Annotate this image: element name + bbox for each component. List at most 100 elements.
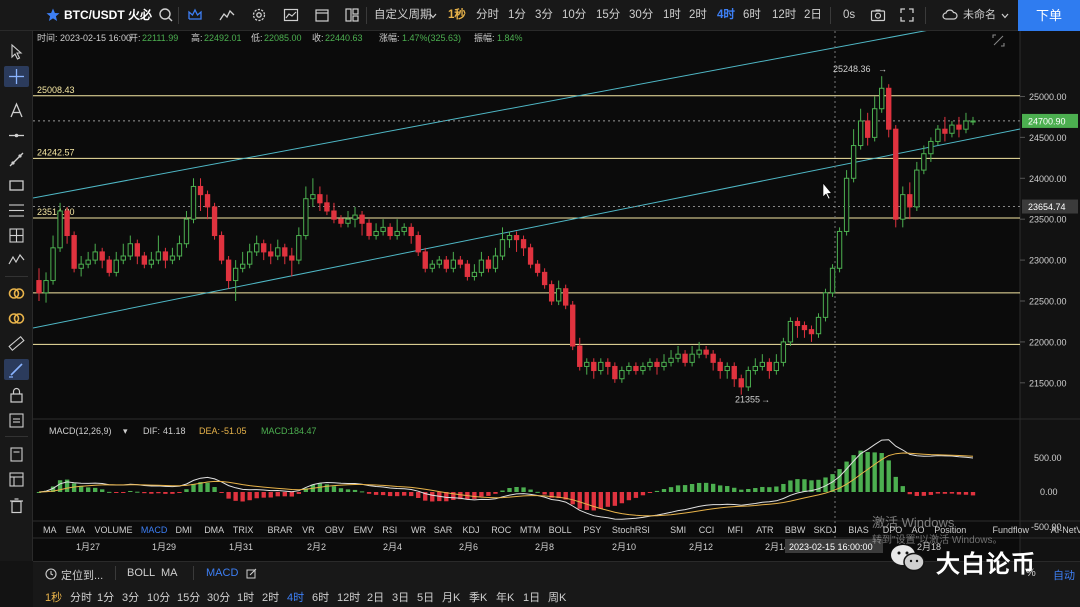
- period-tab[interactable]: 12时: [772, 9, 797, 21]
- indicator-tab[interactable]: MA: [43, 525, 57, 535]
- horizontal-line-icon[interactable]: [7, 126, 26, 145]
- cloud-icon[interactable]: [942, 7, 958, 23]
- clock-icon[interactable]: [45, 568, 57, 580]
- magnet-strong-icon[interactable]: [7, 309, 26, 328]
- wave-tool-icon[interactable]: [7, 251, 26, 270]
- indicator-tab[interactable]: OBV: [325, 525, 344, 535]
- period-tab[interactable]: 15分: [596, 9, 621, 21]
- main-indicator-ma[interactable]: MA: [161, 567, 178, 579]
- trash-icon[interactable]: [7, 496, 26, 515]
- indicator-tab[interactable]: WR: [411, 525, 426, 535]
- indicator-tab[interactable]: MACD: [141, 525, 168, 535]
- edit-icon[interactable]: [246, 568, 257, 579]
- indicator-tab[interactable]: DMA: [204, 525, 224, 535]
- period-tab[interactable]: 2时: [689, 9, 707, 21]
- template-icon[interactable]: [7, 470, 26, 489]
- search-icon[interactable]: [158, 7, 174, 23]
- indicator-tab[interactable]: CCI: [699, 525, 715, 535]
- channel-upper-line[interactable]: [33, 31, 1020, 199]
- indicator-tab[interactable]: ROC: [491, 525, 512, 535]
- magnet-icon[interactable]: [7, 284, 26, 303]
- main-indicator-boll[interactable]: BOLL: [127, 567, 156, 579]
- period-tab[interactable]: 3分: [535, 9, 553, 21]
- eye-hide-icon[interactable]: [7, 411, 26, 430]
- indicator-tab[interactable]: BOLL: [549, 525, 572, 535]
- indicator-tab[interactable]: MFI: [728, 525, 744, 535]
- indicator-tab[interactable]: BBW: [785, 525, 806, 535]
- chevron-down-icon[interactable]: [429, 12, 437, 20]
- calendar-icon[interactable]: [314, 7, 330, 23]
- indicator-tab[interactable]: BIAS: [848, 525, 869, 535]
- bottom-period-tab[interactable]: 30分: [207, 592, 231, 604]
- bottom-period-tab[interactable]: 3日: [392, 592, 410, 604]
- bottom-period-tab[interactable]: 分时: [70, 592, 92, 604]
- indicator-tab[interactable]: SAR: [434, 525, 453, 535]
- bottom-period-tab[interactable]: 5日: [417, 592, 435, 604]
- indicator-tab[interactable]: VOLUME: [95, 525, 133, 535]
- exchange-label[interactable]: 火必: [128, 8, 153, 22]
- crown-icon[interactable]: [187, 7, 203, 23]
- lock-icon[interactable]: [7, 386, 26, 405]
- custom-period-dropdown[interactable]: 自定义周期: [374, 9, 432, 21]
- period-tab[interactable]: 6时: [743, 9, 761, 21]
- chart-area[interactable]: 时间: 2023-02-15 16:00 开: 22111.99 高: 2249…: [33, 31, 1080, 561]
- pencil-icon[interactable]: [7, 360, 26, 379]
- chart-window-icon[interactable]: [283, 7, 299, 23]
- auto-scale-toggle[interactable]: 自动: [1053, 570, 1075, 582]
- untitled-layout[interactable]: 未命名: [963, 9, 996, 21]
- indicator-tab[interactable]: KDJ: [463, 525, 480, 535]
- indicator-tab[interactable]: AO: [912, 525, 925, 535]
- period-tab[interactable]: 30分: [629, 9, 654, 21]
- bookmark-icon[interactable]: [7, 445, 26, 464]
- bottom-period-tab[interactable]: 2日: [367, 592, 385, 604]
- bottom-period-tab[interactable]: 10分: [147, 592, 171, 604]
- sub-indicator-macd[interactable]: MACD: [206, 567, 239, 579]
- cursor-arrow-icon[interactable]: [7, 42, 26, 61]
- expand-chart-icon[interactable]: [992, 34, 1005, 47]
- indicator-tab[interactable]: MTM: [520, 525, 541, 535]
- period-tab[interactable]: 10分: [562, 9, 587, 21]
- bottom-period-tab[interactable]: 月K: [442, 592, 461, 604]
- indicator-tab[interactable]: StochRSI: [612, 525, 650, 535]
- chevron-down-icon[interactable]: ▾: [123, 426, 128, 436]
- horizontal-levels[interactable]: 25008.43 24242.57 23514.80: [33, 85, 1020, 345]
- indicator-tab[interactable]: ATR: [756, 525, 774, 535]
- bottom-period-tab[interactable]: 季K: [469, 592, 488, 604]
- gear-icon[interactable]: [251, 7, 267, 23]
- camera-icon[interactable]: [870, 7, 886, 23]
- star-icon[interactable]: [46, 8, 60, 22]
- indicator-tab[interactable]: DPO: [883, 525, 903, 535]
- bottom-period-tab[interactable]: 12时: [337, 592, 361, 604]
- pattern-tool-icon[interactable]: [7, 226, 26, 245]
- indicator-tab[interactable]: SMI: [670, 525, 686, 535]
- percent-toggle[interactable]: %: [1026, 567, 1036, 579]
- layout-icon[interactable]: [344, 7, 360, 23]
- indicator-tab[interactable]: VR: [302, 525, 315, 535]
- indicator-tab[interactable]: Fundflow: [993, 525, 1030, 535]
- crosshair-icon[interactable]: [7, 67, 26, 86]
- bottom-period-tab[interactable]: 4时: [287, 592, 305, 604]
- bottom-period-tab[interactable]: 1秒: [45, 592, 63, 604]
- indicator-tab[interactable]: BRAR: [268, 525, 294, 535]
- bottom-period-tab[interactable]: 周K: [548, 592, 567, 604]
- period-tab[interactable]: 4时: [717, 9, 735, 21]
- bottom-period-tab[interactable]: 1分: [97, 592, 115, 604]
- zero-seconds-label[interactable]: 0s: [843, 9, 856, 21]
- rectangle-tool-icon[interactable]: [7, 176, 26, 195]
- indicator-tab[interactable]: EMV: [354, 525, 374, 535]
- indicator-tab[interactable]: RSI: [382, 525, 397, 535]
- indicator-tab[interactable]: DMI: [176, 525, 193, 535]
- symbol-title[interactable]: BTC/USDT: [64, 8, 125, 22]
- indicator-tab[interactable]: PSY: [583, 525, 601, 535]
- period-tab[interactable]: 1时: [663, 9, 681, 21]
- indicator-tab[interactable]: EMA: [66, 525, 86, 535]
- bottom-period-tab[interactable]: 15分: [177, 592, 201, 604]
- period-tab[interactable]: 1分: [508, 9, 526, 21]
- bottom-period-tab[interactable]: 1日: [523, 592, 541, 604]
- locate-to-button[interactable]: 定位到...: [61, 570, 104, 582]
- trend-line-icon[interactable]: [7, 150, 26, 169]
- macd-settings-label[interactable]: MACD(12,26,9): [49, 426, 112, 436]
- indicator-tab[interactable]: TRIX: [233, 525, 254, 535]
- bottom-period-tab[interactable]: 2时: [262, 592, 280, 604]
- bottom-period-tab[interactable]: 1时: [237, 592, 255, 604]
